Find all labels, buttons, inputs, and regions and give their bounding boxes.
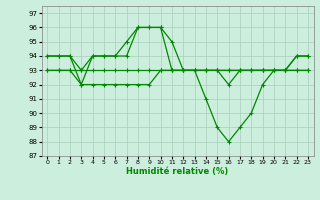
X-axis label: Humidité relative (%): Humidité relative (%)	[126, 167, 229, 176]
